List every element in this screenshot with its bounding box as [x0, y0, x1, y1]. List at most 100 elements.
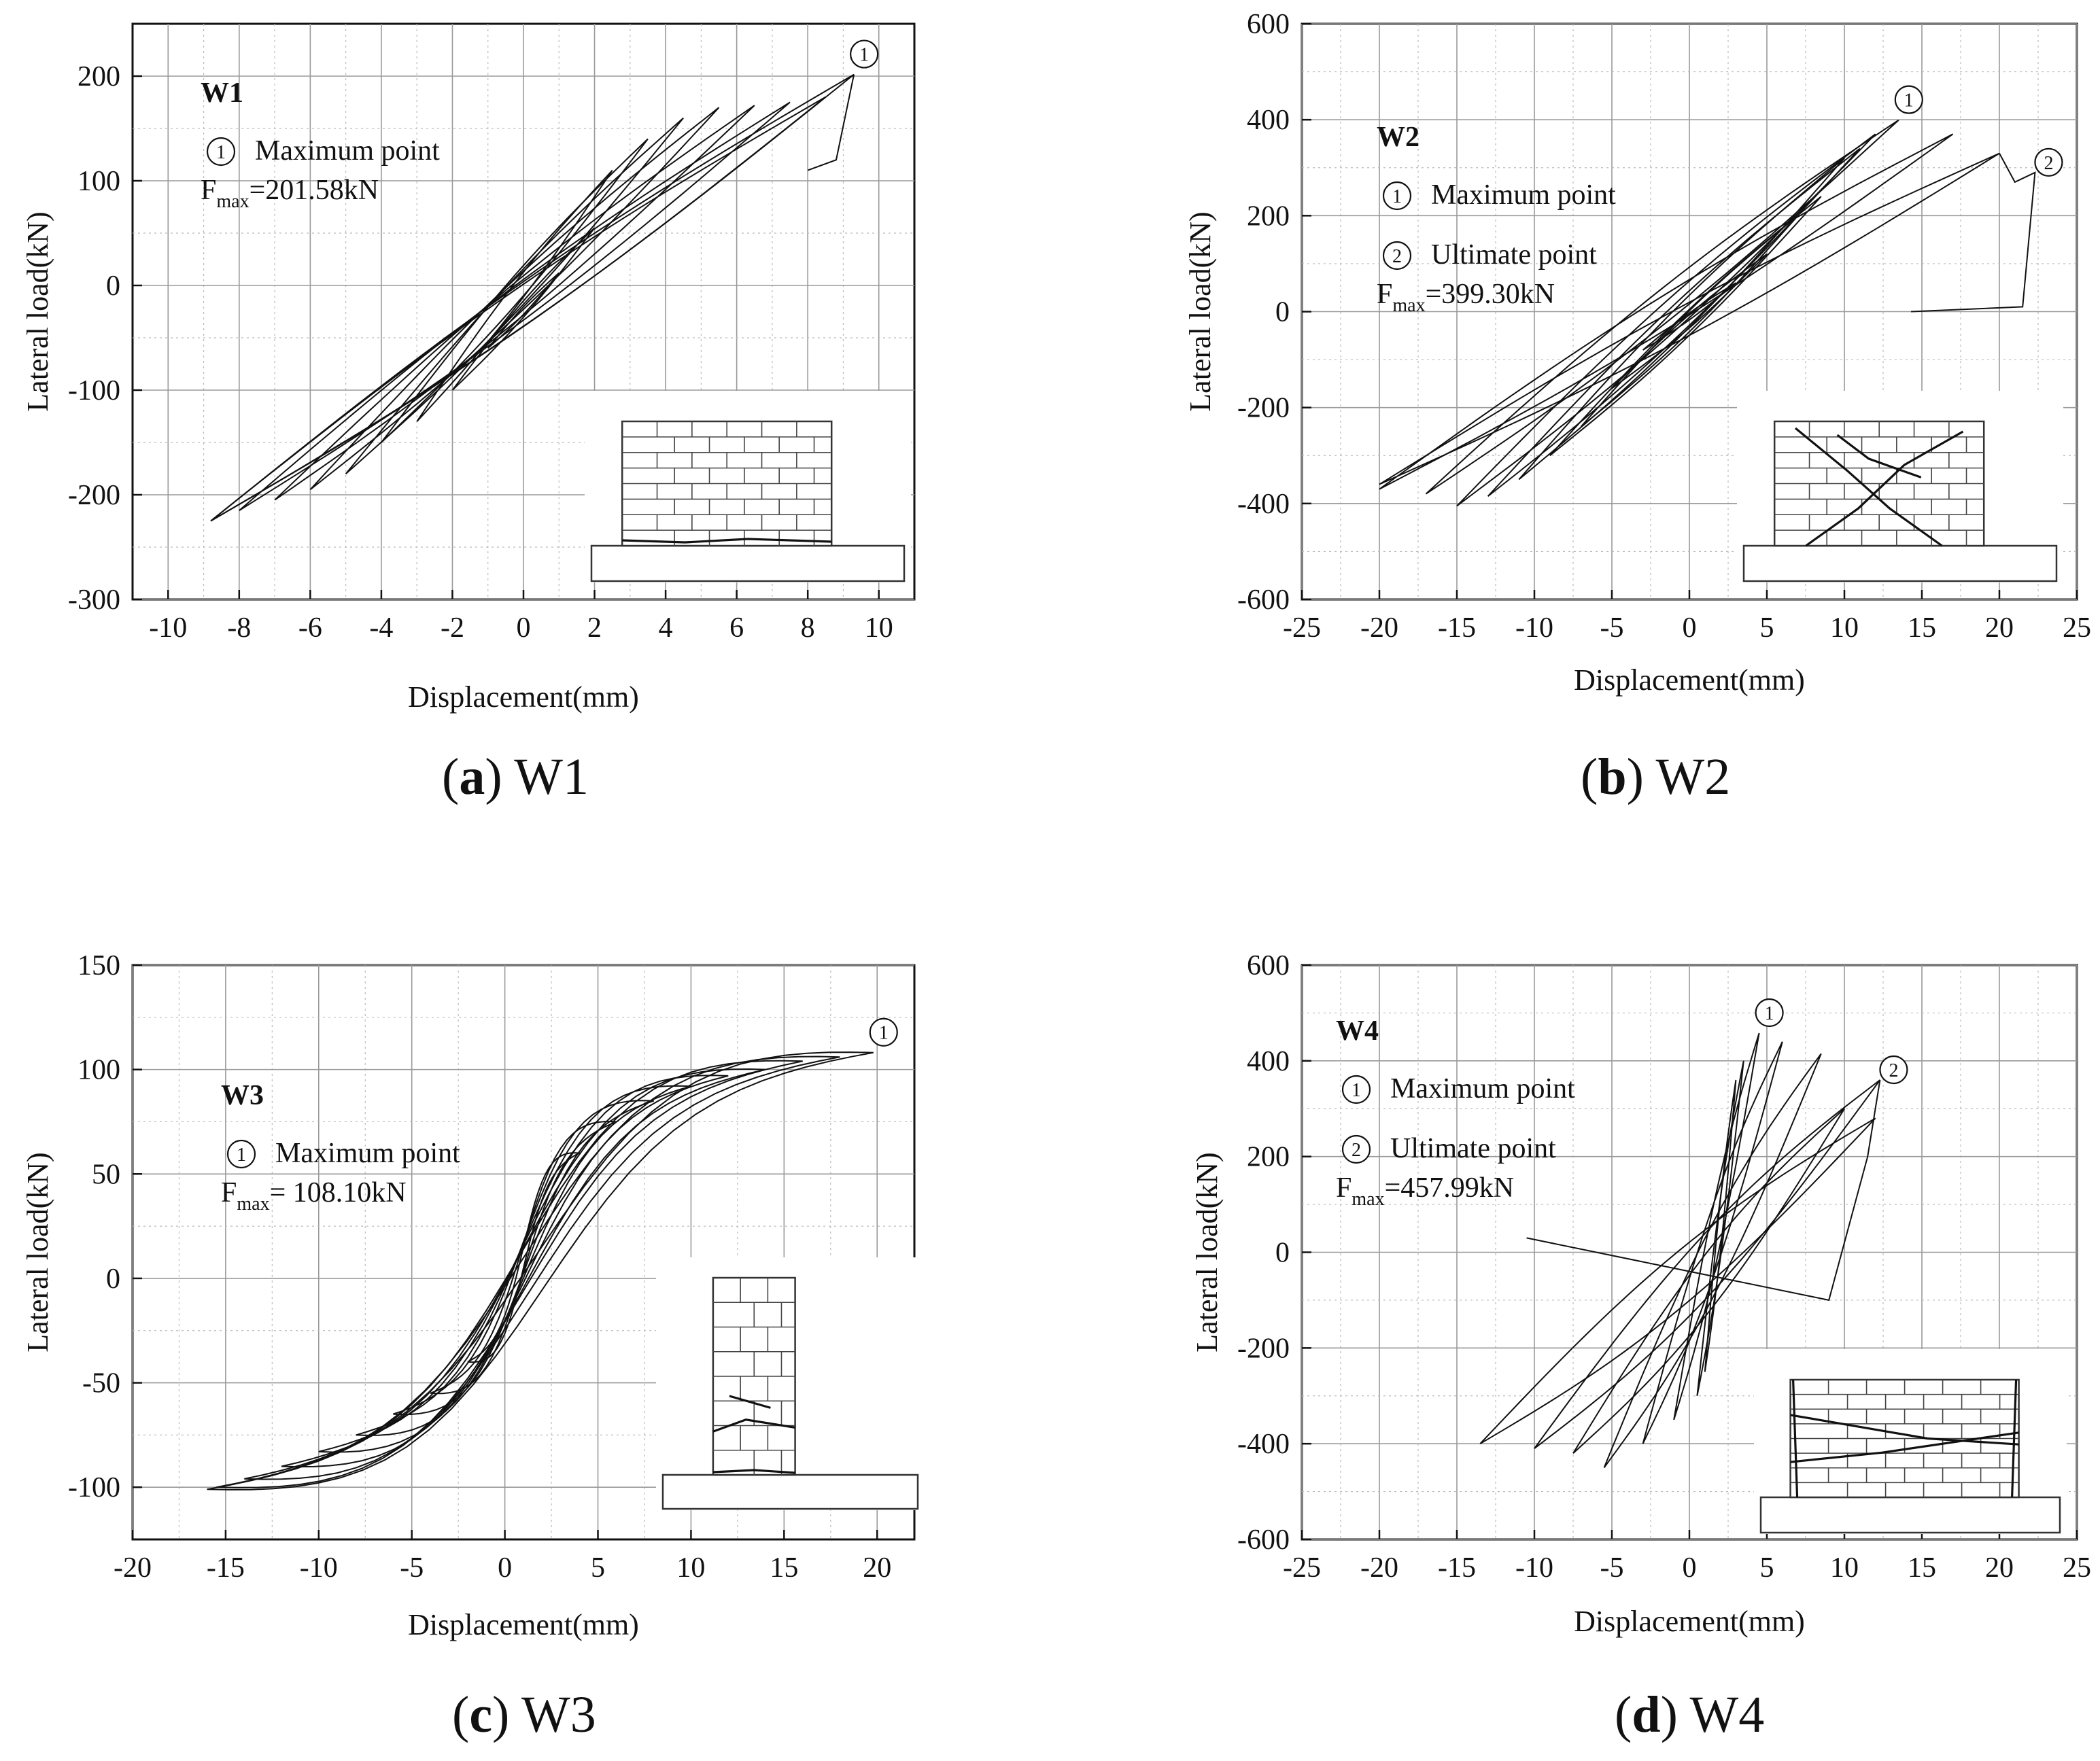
hysteresis-curves — [1379, 119, 2036, 507]
post-peak-branch — [807, 74, 855, 171]
fmax-symbol: F — [1377, 279, 1392, 310]
annotation-text: Ultimate point — [1390, 1133, 1556, 1164]
x-tick-label: -20 — [1360, 612, 1398, 644]
y-tick-label: 200 — [1247, 1142, 1290, 1173]
crack-line — [712, 1418, 795, 1433]
x-tick-label: 20 — [1985, 612, 2014, 644]
y-tick-label: 0 — [1275, 1238, 1290, 1269]
foundation-beam — [1759, 1496, 2061, 1534]
hysteresis-curves — [210, 73, 855, 522]
x-tick-label: 5 — [1760, 612, 1774, 644]
y-tick-label: 0 — [106, 271, 120, 302]
x-tick-label: 10 — [676, 1552, 705, 1584]
x-tick-label: 0 — [517, 612, 531, 644]
marker-number: 1 — [237, 1145, 246, 1166]
marker-circle — [1894, 85, 1923, 114]
y-tick-label: 100 — [78, 1055, 120, 1086]
x-tick-label: 15 — [1908, 1552, 1936, 1584]
hysteresis-loop — [207, 1051, 874, 1490]
x-axis-label: Displacement(mm) — [1574, 663, 1805, 697]
marker-number: 2 — [2044, 153, 2053, 174]
marker-number: 1 — [1765, 1003, 1774, 1024]
crack-line — [1792, 1379, 1799, 1498]
x-tick-label: 10 — [865, 612, 893, 644]
x-tick-label: -10 — [1515, 612, 1553, 644]
caption-d: (d) W4 — [1615, 1686, 1765, 1743]
annotation-text: Maximum point — [255, 135, 440, 167]
x-tick-label: -20 — [1360, 1552, 1398, 1584]
x-tick-label: 4 — [659, 612, 673, 644]
x-tick-label: 15 — [770, 1552, 798, 1584]
marker-circle — [850, 39, 879, 69]
x-tick-label: -5 — [400, 1552, 424, 1584]
x-tick-label: -25 — [1283, 1552, 1321, 1584]
marker-circle — [1382, 241, 1412, 271]
hysteresis-loop — [1696, 1060, 1744, 1396]
marker-number: 2 — [1392, 246, 1402, 267]
fmax-label: Fmax=201.58kN — [201, 175, 379, 212]
x-tick-label: -20 — [114, 1552, 152, 1584]
crack-line — [1790, 1431, 2019, 1463]
marker-circle — [1755, 998, 1784, 1028]
x-tick-label: 25 — [2063, 612, 2091, 644]
crack-line — [1794, 427, 1943, 547]
chart-panel-d: -25 -20 -15 -10 -5 0 5 10 15 20 25 -600 -400 -200 0 200… — [1190, 950, 2091, 1638]
x-tick-label: 20 — [863, 1552, 891, 1584]
annotation-text: Maximum point — [275, 1138, 460, 1169]
hysteresis-loop — [318, 1075, 729, 1453]
y-tick-label: 400 — [1247, 1046, 1290, 1077]
specimen-label: W2 — [1377, 122, 1419, 153]
hysteresis-curves — [207, 1051, 874, 1490]
hysteresis-loop — [1603, 1053, 1822, 1468]
chart-panel-b: -25 -20 -15 -10 -5 0 5 10 15 20 25 -600 -400 -200 0 200… — [1184, 9, 2091, 697]
marker-circle — [1341, 1075, 1371, 1104]
caption-letter: d — [1632, 1686, 1661, 1743]
y-tick-label: -100 — [68, 1472, 120, 1503]
hysteresis-curves — [1479, 1032, 1881, 1468]
y-tick-label: 400 — [1247, 105, 1290, 136]
fmax-value: =399.30kN — [1426, 279, 1555, 310]
fmax-value: =201.58kN — [249, 175, 379, 206]
y-tick-label: 200 — [1247, 200, 1290, 232]
y-tick-label: 200 — [78, 61, 120, 92]
y-tick-label: -400 — [1237, 489, 1290, 520]
marker-number: 1 — [1352, 1080, 1361, 1101]
x-tick-label: 25 — [2063, 1552, 2091, 1584]
x-tick-label: -15 — [1438, 1552, 1476, 1584]
caption-text: W3 — [521, 1686, 596, 1743]
y-tick-label: -600 — [1237, 1524, 1290, 1556]
fmax-subscript: max — [1352, 1189, 1384, 1210]
x-tick-label: 15 — [1908, 612, 1936, 644]
y-tick-label: -100 — [68, 375, 120, 406]
x-tick-label: -5 — [1600, 612, 1624, 644]
x-tick-label: 6 — [729, 612, 744, 644]
y-tick-label: 600 — [1247, 9, 1290, 40]
x-tick-label: -15 — [1438, 612, 1476, 644]
x-tick-label: -5 — [1600, 1552, 1624, 1584]
caption-text: W1 — [514, 748, 589, 805]
hysteresis-loop — [1425, 119, 1899, 495]
hysteresis-loop — [416, 169, 613, 422]
foundation-beam — [661, 1474, 919, 1510]
y-tick-label: 0 — [1275, 297, 1290, 328]
y-tick-label: -50 — [82, 1368, 120, 1399]
y-tick-label: -400 — [1237, 1429, 1290, 1460]
x-axis-label: Displacement(mm) — [408, 1608, 639, 1641]
y-tick-label: 600 — [1247, 950, 1290, 981]
hysteresis-loop — [1379, 133, 1954, 490]
x-tick-label: 5 — [1760, 1552, 1774, 1584]
post-peak-branch — [1526, 1079, 1881, 1302]
x-tick-label: 0 — [1683, 612, 1697, 644]
x-tick-label: -10 — [149, 612, 187, 644]
chart-panel-a: -10 -8 -6 -4 -2 0 2 4 6 8 10 -300 -200 -100 0 100 200 Dis… — [21, 22, 916, 714]
x-tick-label: 10 — [1830, 612, 1859, 644]
fmax-value: = 108.10kN — [270, 1177, 407, 1208]
annotation-text: Ultimate point — [1431, 239, 1597, 271]
crack-line — [1836, 434, 1922, 478]
x-tick-label: 5 — [591, 1552, 605, 1584]
annotation-text: Maximum point — [1390, 1073, 1575, 1104]
post-peak-branch — [1910, 153, 2036, 313]
hysteresis-loop — [467, 1152, 582, 1363]
marker-number: 1 — [216, 142, 226, 163]
